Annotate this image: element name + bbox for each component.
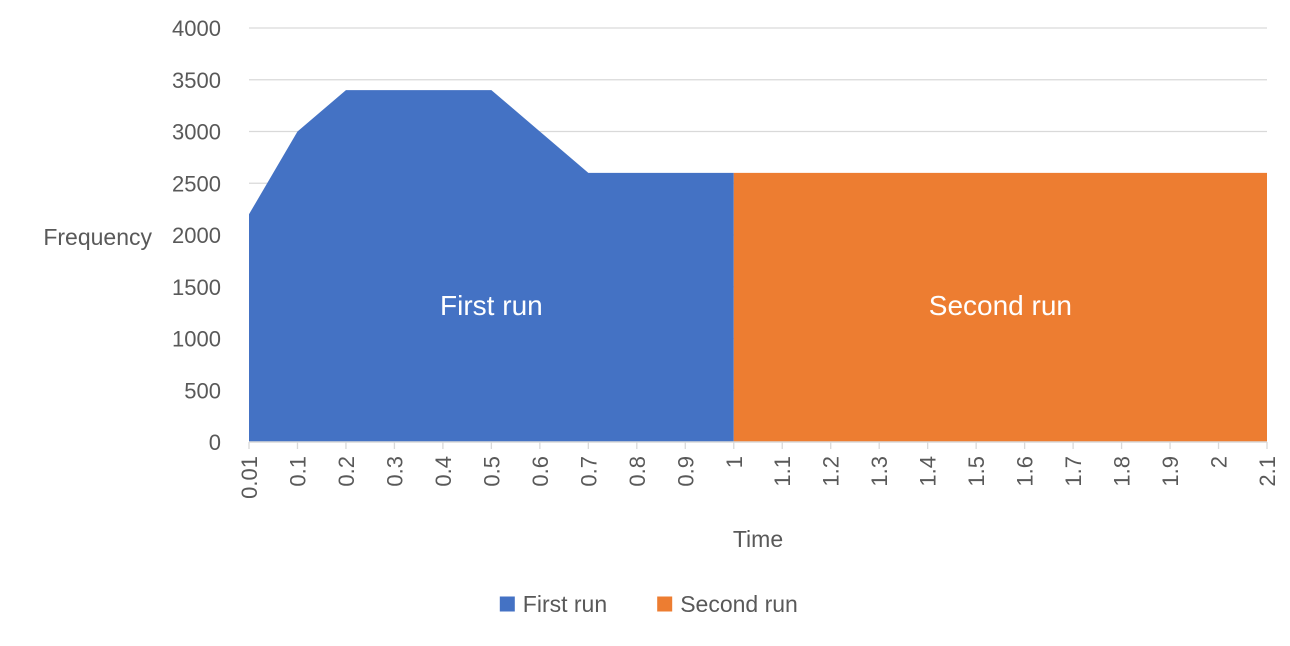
x-tick-label: 2.1 — [1255, 456, 1280, 487]
y-tick-label: 2500 — [172, 171, 221, 196]
x-tick-label: 0.4 — [431, 456, 456, 487]
x-tick-label: 0.8 — [625, 456, 650, 487]
legend-label-second-run: Second run — [680, 591, 798, 617]
area-second-run — [733, 172, 1267, 442]
x-tick-label: 1.9 — [1158, 456, 1183, 487]
y-tick-label: 3500 — [172, 68, 221, 93]
y-tick-labels: 0 500 1000 1500 2000 2500 3000 3500 4000 — [172, 16, 221, 455]
y-tick-label: 1000 — [172, 327, 221, 352]
x-tick-label: 0.3 — [382, 456, 407, 487]
y-tick-label: 0 — [209, 430, 221, 455]
x-tick-labels: 0.01 0.1 0.2 0.3 0.4 0.5 0.6 0.7 0.8 0.9 1 1.1 1.2 1.… — [237, 456, 1280, 499]
legend: First run Second run — [499, 591, 798, 617]
y-tick-label: 2000 — [172, 223, 221, 248]
x-tick-label: 1.6 — [1013, 456, 1038, 487]
annotation-first-run: First run — [440, 290, 543, 321]
x-tick-label: 1.8 — [1110, 456, 1135, 487]
x-tick-label: 1.1 — [770, 456, 795, 487]
y-tick-label: 500 — [184, 378, 221, 403]
legend-swatch-second-run — [657, 596, 673, 612]
axes — [248, 441, 1268, 449]
y-tick-label: 1500 — [172, 275, 221, 300]
annotation-second-run: Second run — [929, 290, 1072, 321]
y-tick-label: 4000 — [172, 16, 221, 41]
x-tick-label: 0.5 — [479, 456, 504, 487]
area-annotations: First run Second run — [440, 290, 1072, 321]
x-tick-label: 0.1 — [285, 456, 310, 487]
legend-swatch-first-run — [499, 596, 515, 612]
x-tick-label: 1.3 — [867, 456, 892, 487]
x-tick-label: 0.9 — [673, 456, 698, 487]
x-tick-label: 1.2 — [819, 456, 844, 487]
x-tick-label: 1.4 — [916, 456, 941, 487]
x-axis-title: Time — [733, 526, 783, 552]
x-tick-label: 1 — [722, 456, 747, 468]
x-tick-label: 0.01 — [237, 456, 262, 499]
x-tick-label: 0.2 — [334, 456, 359, 487]
x-tick-label: 1.5 — [964, 456, 989, 487]
x-tick-label: 1.7 — [1061, 456, 1086, 487]
x-tick-label: 0.6 — [528, 456, 553, 487]
x-tick-label: 0.7 — [576, 456, 601, 487]
y-tick-label: 3000 — [172, 120, 221, 145]
legend-label-first-run: First run — [523, 591, 607, 617]
area-first-run — [249, 90, 734, 442]
plot-areas — [249, 90, 1267, 442]
x-tick-label: 2 — [1207, 456, 1232, 468]
y-axis-title: Frequency — [43, 224, 152, 250]
